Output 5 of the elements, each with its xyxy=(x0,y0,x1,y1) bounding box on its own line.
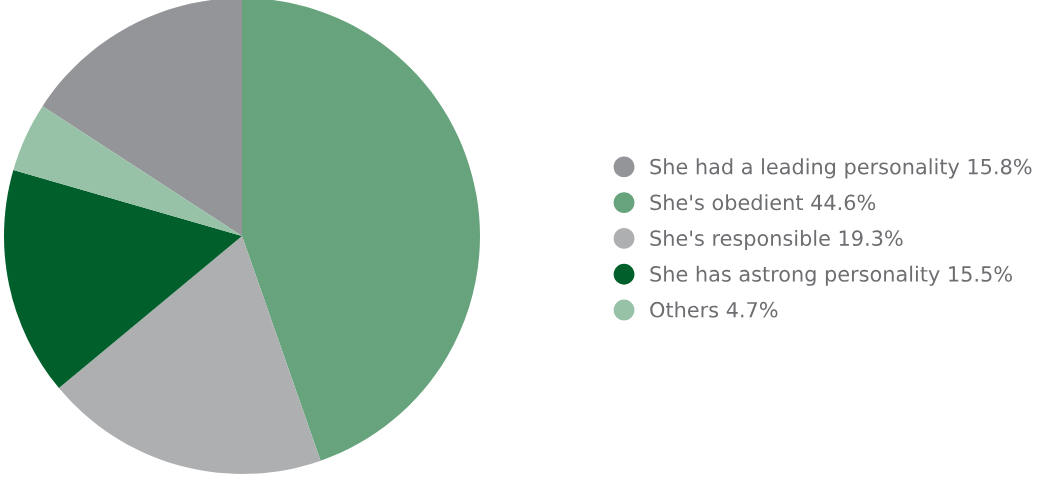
legend-label: She's responsible 19.3% xyxy=(650,229,903,251)
legend-label: She's obedient 44.6% xyxy=(650,194,876,211)
legend-label: Others 4.7% xyxy=(650,301,778,318)
legend-label: She had a leading personality 15.8% xyxy=(650,158,1032,179)
legend-label: She has astrong personality 15.5% xyxy=(650,265,1012,286)
